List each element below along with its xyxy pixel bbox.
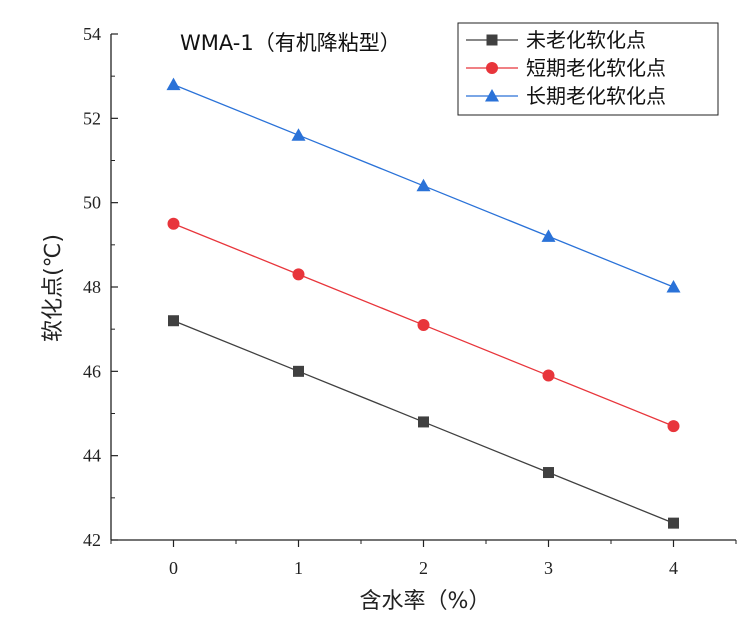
marker-square (486, 34, 498, 46)
marker-triangle (416, 178, 431, 192)
marker-triangle (666, 280, 681, 293)
y-tick-label: 44 (83, 446, 101, 466)
marker-circle (417, 318, 430, 331)
marker-square (418, 416, 429, 428)
legend-label: 短期老化软化点 (526, 56, 666, 80)
y-tick-label: 50 (83, 193, 101, 213)
marker-square (543, 467, 554, 479)
y-tick-label: 46 (83, 361, 101, 381)
marker-circle (486, 62, 498, 74)
x-tick-label: 4 (669, 558, 678, 578)
legend-box (457, 22, 719, 116)
y-ticks: 42 44 46 48 50 52 54 (83, 24, 118, 550)
marker-triangle (291, 128, 306, 141)
y-tick-label: 52 (83, 108, 101, 128)
series-2 (167, 217, 680, 433)
y-tick-label: 42 (83, 530, 101, 550)
x-axis-label: 含水率（%） (360, 589, 491, 614)
marker-square (293, 365, 304, 377)
marker-triangle (541, 229, 556, 242)
x-tick-label: 1 (294, 558, 303, 578)
y-tick-label: 54 (83, 24, 101, 44)
marker-triangle (166, 77, 181, 91)
marker-triangle (485, 89, 499, 102)
series-1 (168, 315, 679, 529)
marker-circle (542, 369, 555, 382)
series-3 (166, 77, 681, 293)
legend-label: 长期老化软化点 (526, 84, 666, 108)
x-tick-label: 0 (169, 558, 178, 578)
y-axis-label: 软化点(℃) (41, 234, 66, 342)
marker-square (668, 517, 679, 529)
x-ticks: 0 1 2 3 4 (110, 540, 737, 578)
marker-circle (167, 217, 180, 230)
marker-square (168, 315, 179, 327)
legend-item: 短期老化软化点 (466, 56, 666, 80)
legend-label: 未老化软化点 (526, 28, 646, 52)
marker-circle (667, 420, 680, 433)
x-tick-label: 3 (544, 558, 553, 578)
legend-item: 未老化软化点 (466, 28, 646, 52)
x-tick-label: 2 (419, 558, 428, 578)
series-layer (166, 77, 681, 529)
legend-item: 长期老化软化点 (466, 84, 666, 108)
y-tick-label: 48 (83, 277, 101, 297)
marker-circle (292, 268, 305, 281)
chart-title: WMA-1（有机降粘型） (180, 31, 401, 55)
